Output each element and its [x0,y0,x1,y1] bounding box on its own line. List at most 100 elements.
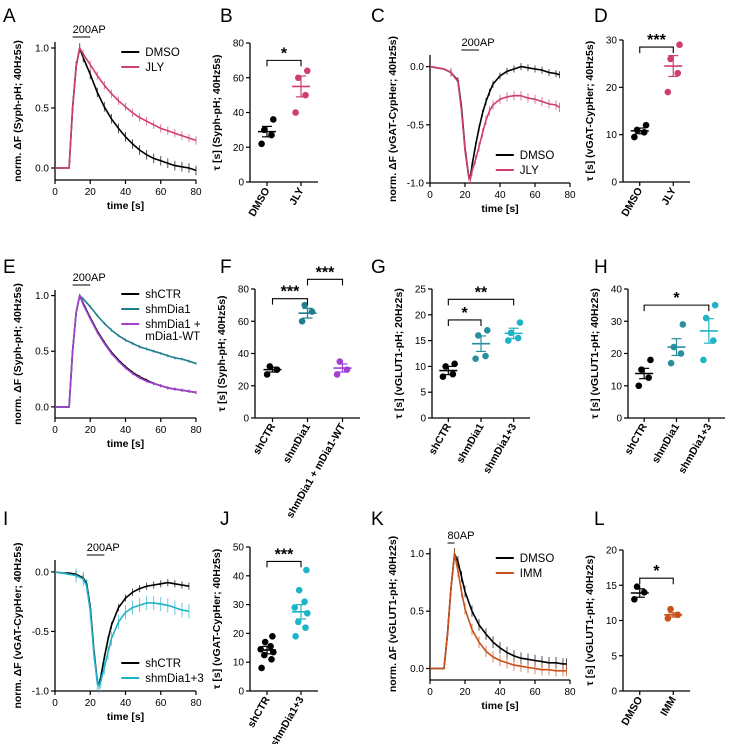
y-tick-label: 15 [606,581,618,592]
data-point [667,55,674,63]
category-label: JLY [287,186,307,208]
y-tick-label: 0.5 [35,347,49,358]
data-point [298,317,306,325]
y-tick-label: 0 [238,687,244,698]
y-axis-title: norm. ΔF (vGLUT1-pH; 40Hz2s) [387,536,399,692]
data-point [451,360,458,368]
significance-label: *** [316,264,335,281]
panel-l: 0 5 10 15 20 τ [s] (vGLUT1-pH; 40Hz2s) DMSO IMM… [584,509,690,728]
significance-bracket [266,560,302,568]
x-tick-label: 60 [529,190,541,201]
data-point [516,319,524,326]
significance-label: * [462,305,469,322]
stimulation-label: 80AP [448,530,475,542]
legend-label: IMM [520,568,542,580]
legend-label: DMSO [145,47,180,59]
y-tick-label: -0.5 [407,120,425,131]
x-tick-label: 0 [427,190,433,201]
y-tick-label: 25 [415,285,427,296]
data-point [336,358,344,365]
x-tick-label: 80 [564,687,576,698]
y-tick-label: 80 [238,285,250,296]
data-point [270,116,277,123]
data-point [292,109,299,116]
panel-label: L [594,509,605,530]
y-tick-label: 1.0 [35,44,49,55]
y-axis-title: τ [s] (vGAT-CypHer; 40Hz5s) [211,549,223,689]
legend-label: DMSO [520,150,555,162]
x-tick-label: 40 [120,425,132,436]
legend-label: shmDia1 [145,304,190,316]
data-point [642,121,650,129]
data-point [667,605,674,613]
x-tick-label: 0 [52,187,58,198]
y-axis-title: norm. ΔF (Syph-pH; 40Hz5s) [12,40,24,182]
data-point [700,356,707,364]
legend-label: JLY [520,165,539,177]
y-tick-label: 20 [415,310,427,321]
y-tick-label: 0 [611,178,617,189]
panel-label: H [594,257,608,278]
y-tick-label: 0.0 [35,402,49,413]
legend-label: DMSO [520,553,555,565]
y-axis-title: τ [s] (vGAT-CypHer; 40Hz5s) [584,41,596,181]
panel-j: 0 10 20 30 40 50 τ [s] (vGAT-CypHer; 40Hz5s) sh… [211,509,318,744]
x-tick-label: 20 [459,687,471,698]
series-line-jly [55,47,197,169]
data-point [482,352,489,360]
significance-bracket [271,298,309,305]
y-tick-label: 10 [415,362,427,373]
data-point [484,326,491,334]
y-tick-label: 40 [611,285,623,296]
panel-label: G [371,257,386,278]
y-tick-label: 20 [606,546,618,557]
x-tick-label: 40 [120,187,132,198]
data-point [301,301,309,309]
series-line-shmdia1-3 [54,571,190,688]
x-tick-label: 0 [52,425,58,436]
y-tick-label: 10 [611,381,623,392]
panel-label: J [220,509,230,530]
data-point [333,371,341,378]
y-tick-label: 0 [611,687,617,698]
legend-label: JLY [145,62,164,74]
y-tick-label: -0.5 [32,627,50,638]
panel-b: 0 20 40 60 80 τ [s] (Syph-pH; 40Hz5s) DMSO JLY *… [211,6,318,219]
legend-label: shCTR [145,289,181,301]
panel-c: -1.0 -0.5 0.0 0 20 40 60 80 time [s] norm. ΔF (vG… [371,6,576,215]
y-tick-label: 10 [606,130,618,141]
category-label: IMM [658,694,679,718]
x-tick-label: 60 [155,698,167,709]
y-tick-label: 20 [233,143,245,154]
data-point [645,374,652,381]
data-point [647,356,654,364]
panel-f: 0 20 40 60 80 τ [s] (Syph-pH; 40Hz5s) shCTR shm… [216,257,360,520]
y-tick-label: 60 [233,73,245,84]
series-line-dmso [430,552,567,670]
y-axis-title: norm. ΔF (vGAT-CypHer; 40Hz5s) [12,542,24,708]
significance-bracket [447,319,482,326]
data-point [635,382,643,390]
data-point [676,41,683,49]
y-tick-label: 0.5 [410,607,424,618]
data-point [667,359,675,367]
stimulation-label: 200AP [73,24,106,36]
data-point [258,664,265,672]
significance-bracket [266,59,302,67]
data-point [269,632,276,640]
x-tick-label: 20 [85,187,97,198]
category-label: DMSO [619,695,645,728]
x-tick-label: 60 [155,425,167,436]
category-label: shmDia1 [650,421,682,465]
data-point [301,598,308,606]
x-tick-label: 80 [190,187,202,198]
panel-a: 0.0 0.5 1.0 0 20 40 60 80 time [s] norm. ΔF (Syph… [3,6,202,212]
significance-label: *** [275,546,294,563]
x-axis-title: time [s] [107,438,144,450]
y-tick-label: 5 [420,388,426,399]
panel-label: D [594,6,608,27]
data-point [268,656,275,663]
x-tick-label: 80 [190,698,202,709]
x-tick-label: 0 [52,698,58,709]
